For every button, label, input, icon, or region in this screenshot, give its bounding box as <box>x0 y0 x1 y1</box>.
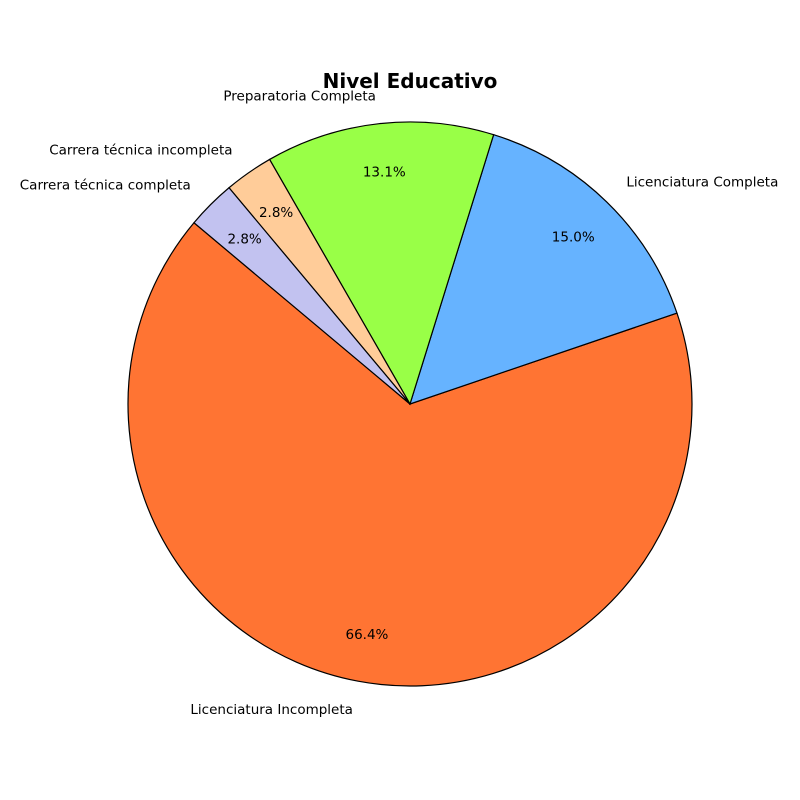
pie-slice <box>268 121 495 406</box>
pie-slice <box>127 221 693 687</box>
slice-category-label: Preparatoria Completa <box>223 89 376 105</box>
slice-category-label: Carrera técnica completa <box>20 178 191 194</box>
slice-percent-label: 66.4% <box>346 627 389 643</box>
slice-category-label: Licenciatura Incompleta <box>190 702 353 718</box>
slice-category-label: Carrera técnica incompleta <box>49 143 232 159</box>
slice-percent-label: 2.8% <box>259 205 293 221</box>
slice-percent-label: 15.0% <box>552 229 595 245</box>
pie-slice <box>409 133 678 405</box>
slice-percent-label: 2.8% <box>227 231 261 247</box>
slice-category-label: Licenciatura Completa <box>626 175 778 191</box>
pie-slices <box>127 121 693 687</box>
chart-title: Nivel Educativo <box>323 69 498 93</box>
pie-labels: 66.4% Licenciatura Incompleta 15.0% Licenci… <box>20 89 779 718</box>
pie-slice <box>193 186 411 405</box>
slice-percent-label: 13.1% <box>363 164 406 180</box>
